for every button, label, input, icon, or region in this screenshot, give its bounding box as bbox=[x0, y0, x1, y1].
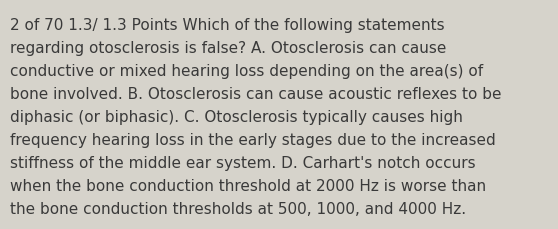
Text: conductive or mixed hearing loss depending on the area(s) of: conductive or mixed hearing loss dependi… bbox=[10, 64, 483, 79]
Text: the bone conduction thresholds at 500, 1000, and 4000 Hz.: the bone conduction thresholds at 500, 1… bbox=[10, 201, 466, 216]
Text: 2 of 70 1.3/ 1.3 Points Which of the following statements: 2 of 70 1.3/ 1.3 Points Which of the fol… bbox=[10, 18, 445, 33]
Text: regarding otosclerosis is false? A. Otosclerosis can cause: regarding otosclerosis is false? A. Otos… bbox=[10, 41, 446, 56]
Text: diphasic (or biphasic). C. Otosclerosis typically causes high: diphasic (or biphasic). C. Otosclerosis … bbox=[10, 109, 463, 124]
Text: bone involved. B. Otosclerosis can cause acoustic reflexes to be: bone involved. B. Otosclerosis can cause… bbox=[10, 87, 502, 101]
Text: stiffness of the middle ear system. D. Carhart's notch occurs: stiffness of the middle ear system. D. C… bbox=[10, 155, 475, 170]
Text: when the bone conduction threshold at 2000 Hz is worse than: when the bone conduction threshold at 20… bbox=[10, 178, 486, 193]
Text: frequency hearing loss in the early stages due to the increased: frequency hearing loss in the early stag… bbox=[10, 132, 496, 147]
